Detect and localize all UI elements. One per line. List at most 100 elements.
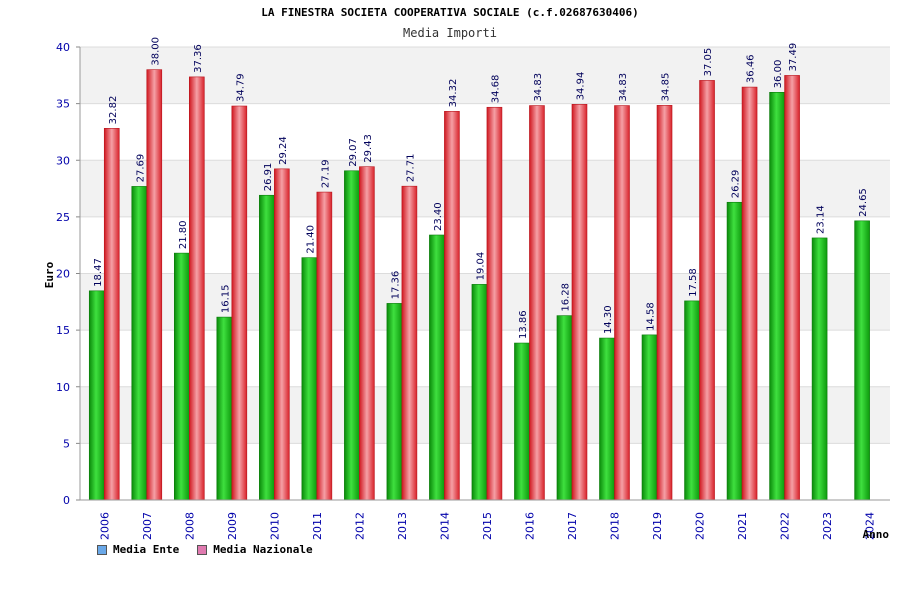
data-label: 13.86 [518, 310, 529, 339]
data-label: 37.49 [788, 43, 799, 72]
bar-media-ente [514, 342, 530, 501]
data-label: 36.00 [773, 60, 784, 89]
data-label: 36.46 [746, 54, 757, 83]
x-tick-label: 2020 [694, 512, 707, 540]
x-tick-label: 2007 [141, 512, 154, 540]
y-tick-label: 35 [56, 98, 70, 111]
data-label: 34.85 [661, 73, 672, 102]
data-label: 24.65 [858, 188, 869, 217]
x-tick-label: 2019 [651, 512, 664, 540]
legend-swatch-media-nazionale [197, 544, 208, 555]
data-label: 29.07 [348, 138, 359, 167]
legend-item-media-nazionale: Media Nazionale [197, 543, 313, 556]
legend-label-media-ente: Media Ente [113, 543, 180, 556]
data-label: 34.79 [235, 73, 246, 102]
chart-subtitle: Media Importi [403, 26, 497, 40]
x-tick-label: 2009 [226, 512, 239, 540]
legend-label-media-nazionale: Media Nazionale [213, 543, 313, 556]
bar-media-ente [88, 290, 105, 501]
data-label: 26.29 [731, 170, 742, 199]
data-label: 16.28 [560, 283, 571, 312]
legend-item-media-ente: Media Ente [97, 543, 179, 556]
x-tick-label: 2008 [183, 512, 196, 540]
bar-media-ente [471, 284, 488, 501]
data-label: 19.04 [475, 252, 486, 281]
data-label: 23.14 [816, 205, 827, 234]
bar-media-nazionale [103, 128, 120, 501]
bar-media-nazionale [699, 80, 715, 501]
legend: Media Ente Media Nazionale [97, 543, 313, 556]
x-axis-title: Anno [863, 528, 890, 541]
x-tick-label: 2011 [311, 512, 324, 540]
data-label: 37.05 [703, 48, 714, 77]
bar-media-nazionale [784, 75, 800, 501]
chart-title: LA FINESTRA SOCIETA COOPERATIVA SOCIALE … [261, 6, 639, 19]
x-tick-label: 2018 [608, 512, 621, 540]
data-label: 14.58 [646, 302, 657, 331]
y-tick-label: 25 [56, 211, 70, 224]
data-label: 23.40 [433, 202, 444, 231]
x-tick-label: 2012 [353, 512, 366, 540]
bar-media-ente [684, 300, 700, 501]
bar-media-ente [641, 334, 658, 501]
bar-media-nazionale [741, 86, 758, 501]
y-tick-label: 20 [56, 268, 70, 281]
data-label: 29.24 [278, 136, 289, 165]
y-tick-label: 40 [56, 41, 70, 54]
y-tick-label: 5 [63, 437, 70, 450]
bar-media-nazionale [188, 76, 205, 501]
bar-media-ente [344, 170, 360, 501]
data-label: 32.82 [108, 96, 119, 125]
y-tick-label: 0 [63, 494, 70, 507]
data-label: 26.91 [263, 163, 274, 192]
x-tick-label: 2006 [98, 512, 111, 540]
bar-media-ente [769, 92, 785, 501]
data-label: 17.58 [688, 268, 699, 297]
bar-media-ente [599, 337, 615, 501]
y-axis-title: Euro [43, 261, 56, 288]
data-label: 34.68 [490, 75, 501, 104]
bar-media-ente [173, 252, 190, 501]
data-label: 38.00 [150, 37, 161, 66]
x-tick-label: 2014 [438, 512, 451, 540]
bar-media-ente [556, 315, 573, 501]
y-tick-label: 15 [56, 324, 70, 337]
x-tick-label: 2023 [821, 512, 834, 540]
bar-media-nazionale [444, 111, 460, 501]
data-label: 27.69 [135, 154, 146, 183]
y-tick-label: 30 [56, 154, 70, 167]
bar-media-nazionale [529, 105, 545, 501]
data-label: 27.19 [320, 159, 331, 188]
bar-media-ente [854, 220, 870, 501]
x-tick-label: 2024 [864, 512, 877, 540]
bar-media-nazionale [614, 105, 630, 501]
bar-media-nazionale [359, 166, 375, 501]
x-tick-label: 2017 [566, 512, 579, 540]
data-label: 34.32 [448, 79, 459, 108]
data-label: 34.83 [533, 73, 544, 102]
bar-media-nazionale [401, 185, 418, 501]
bars: 18.47 32.82 27.69 38.00 21.80 37.36 16.15 34.79… [88, 37, 870, 501]
x-tick-label: 2015 [481, 512, 494, 540]
x-tick-label: 2013 [396, 512, 409, 540]
y-tick-label: 10 [56, 381, 70, 394]
bar-media-ente [131, 186, 148, 501]
legend-swatch-media-ente [97, 544, 107, 555]
data-label: 16.15 [220, 284, 231, 313]
bar-media-ente [429, 234, 445, 501]
data-label: 29.43 [363, 134, 374, 163]
x-tick-label: 2016 [523, 512, 536, 540]
bar-media-ente [811, 237, 828, 501]
data-label: 34.83 [618, 73, 629, 102]
data-label: 18.47 [93, 258, 104, 287]
x-tick-label: 2022 [779, 512, 792, 540]
bar-media-ente [726, 201, 743, 501]
bar-media-ente [301, 257, 318, 501]
data-label: 17.36 [390, 271, 401, 300]
bar-media-nazionale [316, 191, 333, 501]
data-label: 34.94 [575, 72, 586, 101]
axes: 0 5 10 15 20 25 30 35 40 2006 2007 2008 2009 2010 2011… [56, 41, 890, 540]
bar-media-nazionale [571, 104, 588, 501]
bar-media-ente [216, 316, 233, 501]
